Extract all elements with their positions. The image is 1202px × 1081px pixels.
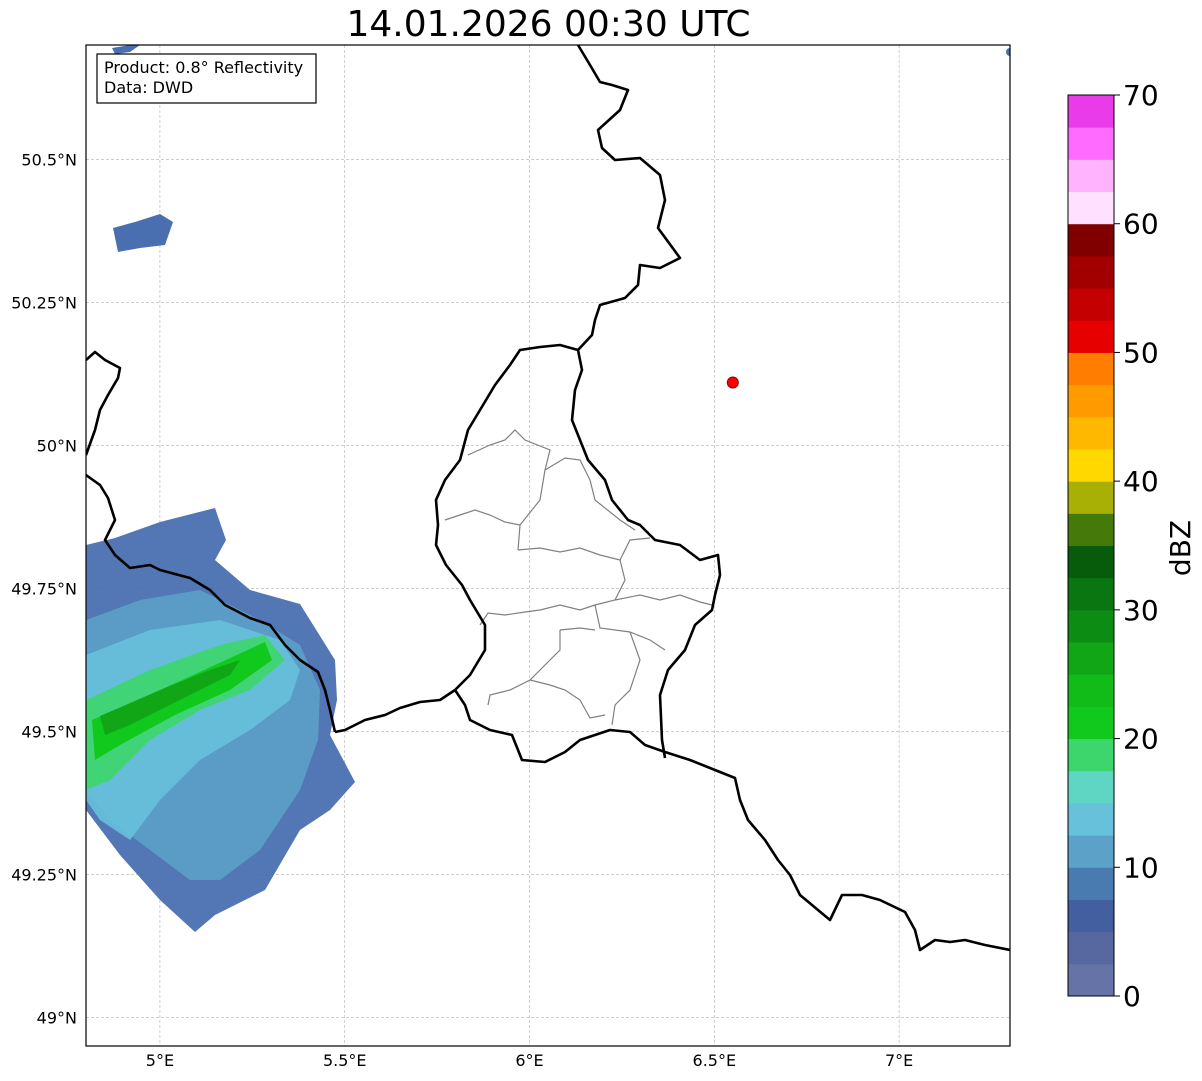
info-box: Product: 0.8° Reflectivity Data: DWD xyxy=(97,54,316,103)
y-tick-label: 50°N xyxy=(37,436,77,455)
colorbar-segment xyxy=(1068,835,1114,868)
colorbar-segment xyxy=(1068,288,1114,321)
colorbar-segment xyxy=(1068,449,1114,482)
y-tick-label: 50.25°N xyxy=(11,293,77,312)
x-tick-label: 6°E xyxy=(515,1051,543,1070)
x-tick-label: 6.5°E xyxy=(693,1051,737,1070)
colorbar-tick-label: 30 xyxy=(1123,594,1159,627)
colorbar-ticks: 0 10 20 30 40 50 60 70 xyxy=(1114,79,1159,1013)
colorbar-tick-label: 40 xyxy=(1123,465,1159,498)
colorbar-segment xyxy=(1068,674,1114,707)
colorbar-segment xyxy=(1068,159,1114,192)
colorbar-segment xyxy=(1068,224,1114,257)
y-tick-label: 49.75°N xyxy=(11,579,77,598)
colorbar-segment xyxy=(1068,127,1114,160)
y-axis-ticks: 49°N 49.25°N 49.5°N 49.75°N 50°N 50.25°N 50.5°… xyxy=(11,150,77,1027)
colorbar-segment xyxy=(1068,417,1114,450)
y-tick-label: 50.5°N xyxy=(21,150,77,169)
colorbar-segment xyxy=(1068,320,1114,353)
colorbar-segment xyxy=(1068,899,1114,932)
colorbar-segment xyxy=(1068,642,1114,675)
y-tick-label: 49.25°N xyxy=(11,865,77,884)
colorbar-segment xyxy=(1068,706,1114,739)
colorbar xyxy=(1068,95,1114,997)
colorbar-tick-label: 50 xyxy=(1123,336,1159,369)
x-tick-label: 5.5°E xyxy=(323,1051,367,1070)
colorbar-segment xyxy=(1068,513,1114,546)
colorbar-tick-label: 20 xyxy=(1123,723,1159,756)
info-product-label: Product: 0.8° Reflectivity xyxy=(104,58,303,77)
colorbar-segment xyxy=(1068,771,1114,804)
colorbar-segment xyxy=(1068,610,1114,643)
colorbar-segment xyxy=(1068,578,1114,611)
colorbar-tick-label: 60 xyxy=(1123,208,1159,241)
colorbar-label: dBZ xyxy=(1164,520,1197,576)
colorbar-segment xyxy=(1068,481,1114,514)
colorbar-segment xyxy=(1068,964,1114,997)
colorbar-segment xyxy=(1068,192,1114,225)
colorbar-segment xyxy=(1068,932,1114,965)
colorbar-tick-label: 10 xyxy=(1123,851,1159,884)
x-axis-ticks: 5°E 5.5°E 6°E 6.5°E 7°E xyxy=(146,1051,913,1070)
colorbar-segment xyxy=(1068,803,1114,836)
colorbar-segment xyxy=(1068,546,1114,579)
colorbar-tick-label: 0 xyxy=(1123,980,1141,1013)
info-data-label: Data: DWD xyxy=(104,78,193,97)
x-tick-label: 5°E xyxy=(146,1051,174,1070)
radar-site-marker xyxy=(727,377,738,388)
y-tick-label: 49°N xyxy=(37,1008,77,1027)
colorbar-segment xyxy=(1068,352,1114,385)
colorbar-segment xyxy=(1068,256,1114,289)
colorbar-tick-label: 70 xyxy=(1123,79,1159,112)
y-tick-label: 49.5°N xyxy=(21,722,77,741)
colorbar-segment xyxy=(1068,867,1114,900)
colorbar-segment xyxy=(1068,385,1114,418)
colorbar-segment xyxy=(1068,95,1114,128)
colorbar-segment xyxy=(1068,739,1114,772)
x-tick-label: 7°E xyxy=(885,1051,913,1070)
